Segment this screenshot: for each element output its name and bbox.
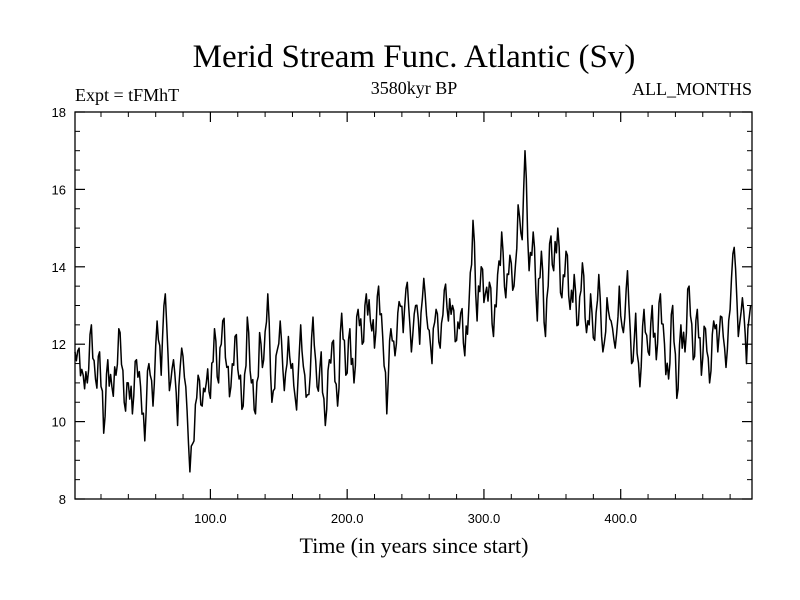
y-axis-ticks: 8 10 12 14 16 18 bbox=[52, 105, 752, 507]
y-tick-label: 18 bbox=[52, 105, 66, 120]
y-tick-label: 16 bbox=[52, 182, 66, 197]
experiment-label: Expt = tFMhT bbox=[75, 85, 179, 105]
y-tick-label: 14 bbox=[52, 260, 66, 275]
moc-series-line bbox=[74, 149, 752, 473]
y-tick-label: 8 bbox=[59, 492, 66, 507]
x-tick-label: 200.0 bbox=[331, 511, 364, 526]
chart-title: Merid Stream Func. Atlantic (Sv) bbox=[193, 39, 636, 75]
x-tick-label: 400.0 bbox=[604, 511, 637, 526]
x-axis-title: Time (in years since start) bbox=[300, 533, 529, 558]
plot-frame bbox=[74, 111, 753, 500]
x-tick-label: 100.0 bbox=[194, 511, 227, 526]
y-tick-label: 12 bbox=[52, 337, 66, 352]
x-tick-label: 300.0 bbox=[468, 511, 501, 526]
x-axis-ticks: 100.0 200.0 300.0 400.0 bbox=[194, 112, 637, 526]
minor-ticks bbox=[75, 112, 752, 499]
months-label: ALL_MONTHS bbox=[632, 79, 752, 99]
y-tick-label: 10 bbox=[52, 415, 66, 430]
period-label: 3580kyr BP bbox=[371, 78, 458, 98]
